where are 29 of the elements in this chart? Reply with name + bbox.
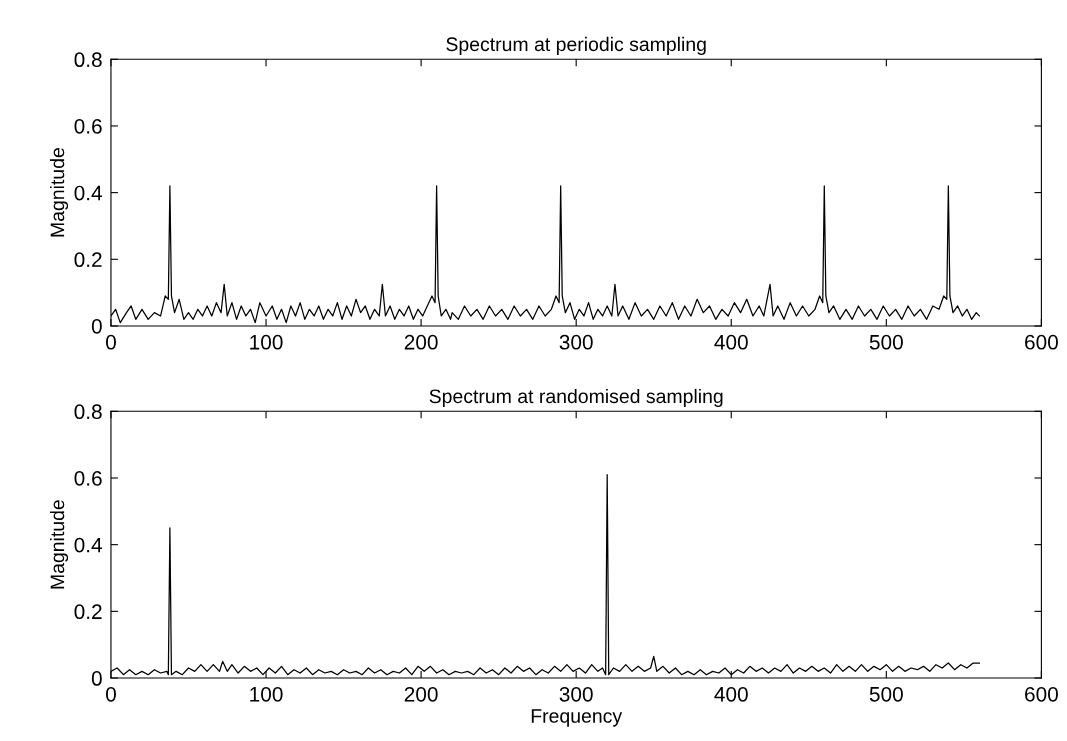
- y-tick-label: 0.2: [74, 252, 102, 268]
- y-tick-label: 0: [91, 671, 102, 686]
- x-tick-label: 600: [1025, 334, 1058, 350]
- y-tick-label: 0.6: [74, 118, 102, 134]
- x-tick-label: 300: [559, 686, 593, 702]
- y-tick-label: 0.2: [74, 604, 102, 620]
- x-tick-label: 400: [714, 686, 748, 702]
- x-tick-label: 600: [1025, 686, 1058, 702]
- y-tick-label: 0.4: [74, 185, 103, 201]
- y-tick-label: 0.8: [74, 404, 102, 420]
- x-tick-label: 200: [404, 686, 438, 702]
- x-tick-label: 300: [559, 334, 593, 350]
- y-axis-title: Magnitude: [49, 148, 69, 237]
- x-tick-label: 100: [250, 686, 283, 702]
- x-tick-label: 200: [404, 334, 438, 350]
- x-axis-title: Frequency: [531, 709, 623, 727]
- chart-title: Spectrum at randomised sampling: [429, 388, 723, 408]
- x-tick-label: 400: [714, 334, 748, 350]
- chart-title: Spectrum at periodic sampling: [446, 36, 706, 55]
- x-tick-label: 0: [105, 334, 116, 350]
- x-tick-label: 500: [869, 334, 903, 350]
- y-tick-label: 0.6: [74, 470, 102, 486]
- y-tick-label: 0.8: [74, 52, 102, 68]
- x-tick-label: 100: [250, 334, 283, 350]
- x-tick-label: 500: [869, 686, 903, 702]
- y-axis-title: Magnitude: [49, 500, 69, 589]
- y-tick-label: 0.4: [74, 537, 103, 553]
- y-tick-label: 0: [91, 318, 102, 334]
- x-tick-label: 0: [105, 686, 116, 702]
